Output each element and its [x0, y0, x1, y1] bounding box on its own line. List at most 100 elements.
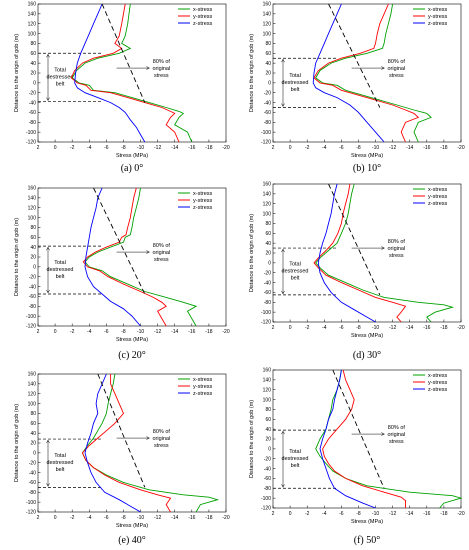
annot-80-label: 80% of	[388, 239, 406, 245]
y-axis-label: Distance to the origin of gob (m)	[14, 404, 20, 482]
y-tick-label: -20	[29, 274, 36, 280]
belt-arrow-up	[281, 430, 285, 435]
annot-80-label: 80% of	[153, 243, 171, 249]
annot-80-label: stress	[389, 73, 404, 79]
y-tick-label: -20	[29, 460, 36, 466]
y-tick-label: -80	[264, 300, 271, 306]
x-axis-label: Stress (MPa)	[116, 337, 148, 343]
y-tick-label: 80	[265, 41, 271, 47]
belt-arrow-up	[281, 58, 285, 63]
x-axis-label: Stress (MPa)	[116, 153, 148, 159]
y-tick-label: 60	[30, 421, 36, 427]
annot-80-arrowhead	[381, 66, 385, 70]
x-tick-label: -12	[154, 329, 161, 335]
y-tick-label: 120	[263, 201, 272, 207]
annot-80-label: stress	[154, 73, 169, 79]
y-tick-label: 60	[265, 417, 271, 423]
belt-arrow-up	[46, 53, 50, 58]
y-tick-label: 100	[263, 211, 272, 217]
y-tick-label: 160	[28, 186, 37, 192]
x-tick-label: 0	[54, 145, 57, 151]
y-tick-label: -80	[264, 486, 271, 492]
x-tick-label: -10	[137, 329, 144, 335]
x-tick-label: -4	[322, 325, 327, 331]
x-tick-label: 0	[289, 511, 292, 517]
x-axis-label: Stress (MPa)	[351, 519, 383, 525]
y-tick-label: -120	[261, 320, 271, 326]
x-tick-label: -16	[423, 511, 430, 517]
y-tick-label: -40	[264, 100, 271, 106]
series-line-x-stress	[315, 369, 463, 509]
annot-80-arrowhead	[381, 432, 385, 436]
y-tick-label: 160	[28, 2, 37, 8]
series-line-y-stress	[82, 187, 167, 327]
legend-label: x-stress	[193, 7, 213, 13]
belt-label: Total	[289, 73, 301, 79]
belt-label: destressed	[47, 267, 74, 273]
trend-80-line	[328, 3, 381, 108]
series-line-z-stress	[74, 3, 146, 143]
chart-panel-1: 160140120100806040200-20-40-60-80-100-12…	[14, 2, 230, 174]
series-line-y-stress	[70, 3, 180, 143]
belt-label: belt	[291, 463, 300, 469]
x-tick-label: 0	[54, 329, 57, 335]
legend-label: x-stress	[428, 7, 448, 13]
y-tick-label: 120	[28, 21, 37, 27]
x-axis-label: Stress (MPa)	[116, 523, 148, 529]
belt-arrow-up	[281, 248, 285, 253]
y-tick-label: 60	[265, 51, 271, 57]
series-line-x-stress	[315, 183, 455, 323]
y-tick-label: -80	[29, 120, 36, 126]
x-tick-label: -8	[356, 325, 361, 331]
belt-arrow-up	[46, 246, 50, 251]
y-tick-label: -120	[26, 324, 36, 330]
x-tick-label: -18	[440, 511, 447, 517]
y-tick-label: 80	[30, 41, 36, 47]
annot-80-label: original	[152, 436, 170, 442]
x-tick-label: 2	[272, 511, 275, 517]
legend-label: x-stress	[193, 191, 213, 197]
y-tick-label: -20	[29, 90, 36, 96]
x-tick-label: -20	[457, 325, 464, 331]
x-tick-label: -2	[305, 325, 310, 331]
y-tick-label: 140	[28, 196, 37, 202]
y-tick-label: -60	[29, 294, 36, 300]
belt-label: belt	[291, 87, 300, 93]
y-tick-label: 20	[265, 71, 271, 77]
series-line-x-stress	[315, 3, 432, 143]
chart-panel-4: 160140120100806040200-20-40-60-80-100-12…	[249, 182, 465, 361]
x-tick-label: -14	[171, 145, 178, 151]
y-tick-label: 40	[265, 241, 271, 247]
belt-label: destressed	[282, 80, 309, 86]
x-tick-label: -14	[171, 329, 178, 335]
x-tick-label: -16	[188, 329, 195, 335]
x-tick-label: -4	[322, 145, 327, 151]
x-tick-label: -8	[121, 145, 126, 151]
y-tick-label: 120	[28, 205, 37, 211]
x-tick-label: -6	[104, 329, 109, 335]
y-tick-label: -120	[26, 510, 36, 516]
legend-label: y-stress	[193, 384, 213, 390]
y-tick-label: 20	[265, 437, 271, 443]
y-tick-label: -60	[264, 476, 271, 482]
y-tick-label: 40	[30, 61, 36, 67]
y-axis-label: Distance to the origin of gob (m)	[14, 218, 20, 296]
panel-caption: (d) 30°	[353, 350, 381, 361]
y-axis-label: Distance to the origin of gob (m)	[249, 400, 255, 478]
y-tick-label: -80	[29, 490, 36, 496]
annot-80-label: stress	[389, 439, 404, 445]
y-tick-label: 120	[263, 21, 272, 27]
x-tick-label: -8	[121, 515, 126, 521]
x-tick-label: -4	[87, 515, 92, 521]
panel-caption: (e) 40°	[118, 535, 146, 546]
trend-80-line	[332, 369, 385, 489]
y-tick-label: 140	[28, 382, 37, 388]
y-tick-label: -20	[264, 90, 271, 96]
legend-label: x-stress	[428, 373, 448, 379]
x-tick-label: -6	[104, 515, 109, 521]
annot-80-arrowhead	[146, 436, 150, 440]
panel-caption: (a) 0°	[121, 163, 144, 174]
x-tick-label: -12	[389, 511, 396, 517]
belt-label: destressed	[282, 456, 309, 462]
y-tick-label: -80	[264, 120, 271, 126]
